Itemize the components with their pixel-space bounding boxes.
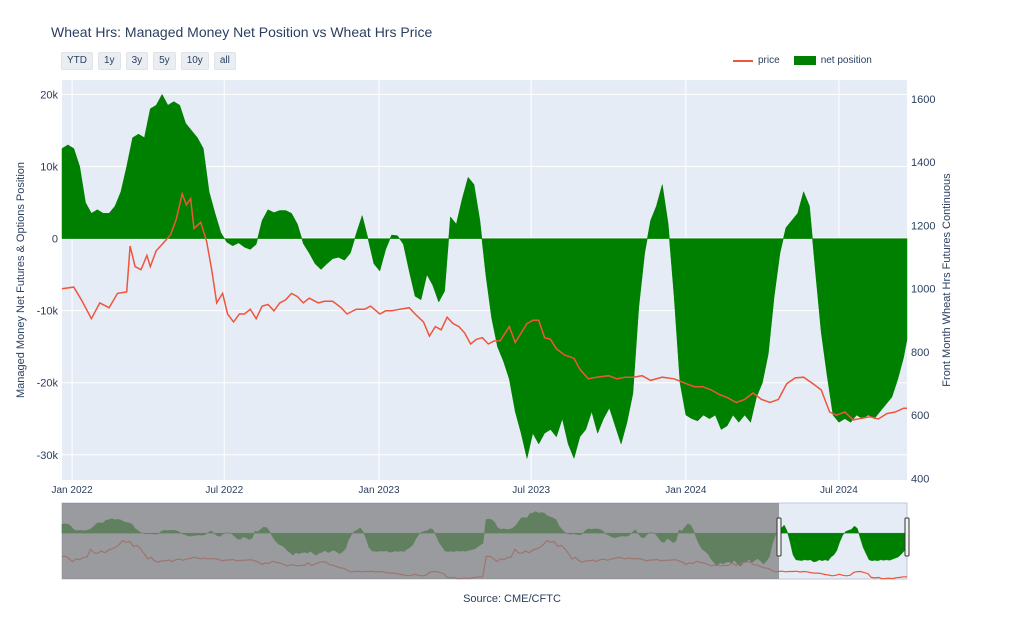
y-left-tick-label: 0 [52, 234, 58, 246]
range-button-3y[interactable]: 3y [125, 52, 149, 70]
y-right-tick-label: 1200 [911, 220, 935, 232]
y-right-tick-label: 1400 [911, 157, 935, 169]
net-position-series [61, 93, 908, 460]
y-right-tick-label: 400 [911, 473, 929, 485]
source-note: Source: CME/CFTC [463, 593, 561, 605]
range-slider-mask [62, 503, 779, 579]
y-right-tick-label: 600 [911, 410, 929, 422]
range-selector: YTD 1y 3y 5y 10y all [61, 52, 236, 70]
x-tick-label: Jul 2024 [820, 485, 858, 496]
y-left-tick-label: -10k [37, 306, 59, 318]
x-tick-label: Jul 2022 [205, 485, 243, 496]
y-right-tick-label: 1000 [911, 284, 935, 296]
legend: price net position [733, 55, 872, 66]
range-button-ytd[interactable]: YTD [61, 52, 93, 70]
y-left-tick-label: 10k [40, 161, 58, 173]
range-button-5y[interactable]: 5y [153, 52, 176, 70]
range-button-all[interactable]: all [213, 52, 236, 70]
legend-net-position-swatch[interactable] [793, 56, 816, 65]
range-slider-left-handle[interactable] [776, 517, 782, 557]
x-tick-label: Jul 2023 [512, 485, 550, 496]
price-line [61, 191, 907, 421]
y-right-tick-label: 800 [911, 347, 929, 359]
legend-price-label[interactable]: price [758, 55, 780, 66]
range-button-1y[interactable]: 1y [98, 52, 121, 70]
y-right-axis-title: Front Month Wheat Hrs Futures Continuous [941, 173, 953, 387]
range-slider[interactable] [61, 502, 910, 580]
chart-title: Wheat Hrs: Managed Money Net Position vs… [51, 24, 433, 40]
range-slider-right-handle[interactable] [904, 517, 910, 557]
legend-net-position-label[interactable]: net position [820, 55, 872, 66]
price-series [61, 191, 907, 421]
x-tick-label: Jan 2022 [52, 485, 94, 496]
net-position-area [61, 93, 908, 460]
x-tick-label: Jan 2024 [665, 485, 707, 496]
y-left-tick-label: -30k [37, 450, 59, 462]
y-right-tick-label: 1600 [911, 94, 935, 106]
range-button-10y[interactable]: 10y [180, 52, 209, 70]
y-left-tick-label: 20k [40, 89, 58, 101]
x-tick-label: Jan 2023 [358, 485, 400, 496]
y-left-axis-title: Managed Money Net Futures & Options Posi… [15, 162, 27, 398]
axes: 20k 10k 0 -10k -20k -30k 1600 1400 1200 1000 800 60… [15, 89, 953, 496]
legend-price-swatch[interactable] [733, 59, 753, 62]
y-left-tick-label: -20k [37, 378, 59, 390]
